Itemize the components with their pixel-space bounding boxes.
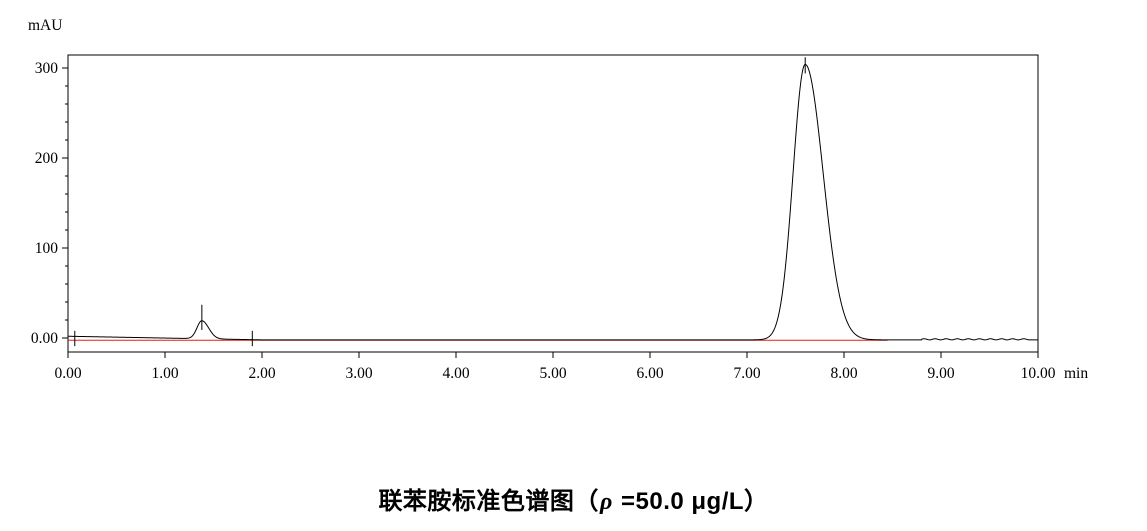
y-tick-label: 200: [35, 150, 59, 167]
x-tick-label: 2.00: [248, 365, 275, 382]
x-tick-label: 7.00: [733, 365, 760, 382]
y-tick-label: 0.00: [31, 330, 58, 347]
rho-symbol: ρ: [599, 489, 613, 515]
y-tick-label: 300: [35, 60, 59, 77]
x-tick-label: 3.00: [345, 365, 372, 382]
x-tick-label: 5.00: [539, 365, 566, 382]
x-tick-label: 10.00: [1021, 365, 1056, 382]
x-axis-unit-label: min: [1064, 365, 1088, 382]
chart-title: 联苯胺标准色谱图（ρ =50.0 μg/L）: [0, 481, 1147, 516]
chromatogram-plot: mAU 0.00 100 200 300 0.00 1.00 2.00 3.00 4.00 5.00…: [28, 17, 1088, 382]
x-tick-label: 0.00: [54, 365, 81, 382]
chart-title-suffix: =50.0 μg/L）: [613, 488, 769, 515]
x-tick-label: 6.00: [636, 365, 663, 382]
chart-title-prefix: 联苯胺标准色谱图（: [378, 488, 599, 515]
x-tick-label: 8.00: [830, 365, 857, 382]
chromatogram-trace: [67, 63, 1039, 341]
x-tick-label: 1.00: [151, 365, 178, 382]
plot-frame: [67, 54, 1039, 353]
x-tick-label: 4.00: [442, 365, 469, 382]
y-tick-label: 100: [35, 240, 59, 257]
y-axis-unit-label: mAU: [28, 17, 62, 34]
x-tick-label: 9.00: [927, 365, 954, 382]
